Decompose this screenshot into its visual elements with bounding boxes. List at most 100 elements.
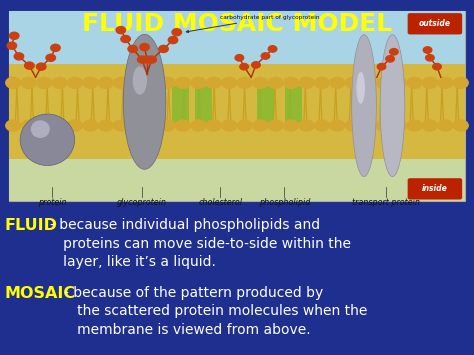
Bar bbox=[9, 159, 465, 201]
Text: phospholipid: phospholipid bbox=[259, 198, 310, 207]
Circle shape bbox=[99, 120, 113, 131]
Bar bbox=[9, 64, 465, 159]
Circle shape bbox=[438, 77, 453, 88]
Bar bbox=[172, 86, 189, 123]
Circle shape bbox=[423, 120, 438, 131]
Circle shape bbox=[268, 77, 283, 88]
Circle shape bbox=[315, 77, 329, 88]
Circle shape bbox=[252, 62, 260, 68]
Circle shape bbox=[52, 120, 67, 131]
Circle shape bbox=[145, 120, 159, 131]
Circle shape bbox=[222, 77, 237, 88]
Circle shape bbox=[83, 77, 98, 88]
Circle shape bbox=[207, 77, 221, 88]
Text: FLUID: FLUID bbox=[5, 218, 58, 233]
Circle shape bbox=[6, 120, 20, 131]
Circle shape bbox=[128, 45, 137, 53]
Circle shape bbox=[160, 77, 175, 88]
Circle shape bbox=[21, 77, 36, 88]
Circle shape bbox=[83, 120, 98, 131]
Circle shape bbox=[237, 120, 252, 131]
Circle shape bbox=[253, 120, 267, 131]
Circle shape bbox=[137, 56, 147, 63]
Ellipse shape bbox=[133, 66, 147, 95]
Bar bbox=[195, 86, 212, 123]
Circle shape bbox=[376, 77, 391, 88]
Circle shape bbox=[99, 77, 113, 88]
Circle shape bbox=[207, 120, 221, 131]
Circle shape bbox=[330, 77, 345, 88]
Circle shape bbox=[240, 64, 248, 70]
Circle shape bbox=[36, 77, 51, 88]
Circle shape bbox=[6, 77, 20, 88]
Circle shape bbox=[330, 120, 345, 131]
Circle shape bbox=[159, 45, 168, 53]
Circle shape bbox=[454, 77, 468, 88]
Ellipse shape bbox=[356, 72, 365, 104]
Text: protein: protein bbox=[38, 198, 66, 207]
Circle shape bbox=[140, 44, 149, 51]
Circle shape bbox=[346, 77, 360, 88]
Bar bbox=[257, 86, 274, 123]
Circle shape bbox=[191, 77, 206, 88]
Circle shape bbox=[315, 120, 329, 131]
Circle shape bbox=[121, 36, 130, 43]
Circle shape bbox=[299, 120, 314, 131]
Circle shape bbox=[235, 55, 244, 61]
FancyBboxPatch shape bbox=[408, 178, 462, 200]
Circle shape bbox=[283, 77, 298, 88]
Circle shape bbox=[172, 29, 182, 36]
Circle shape bbox=[9, 32, 19, 39]
Circle shape bbox=[129, 120, 144, 131]
Circle shape bbox=[191, 120, 206, 131]
Circle shape bbox=[283, 120, 298, 131]
Ellipse shape bbox=[352, 34, 376, 176]
Circle shape bbox=[237, 77, 252, 88]
Circle shape bbox=[147, 56, 156, 63]
Circle shape bbox=[68, 77, 82, 88]
Text: transport protein: transport protein bbox=[352, 198, 420, 207]
Circle shape bbox=[25, 62, 34, 69]
Ellipse shape bbox=[20, 114, 75, 165]
Circle shape bbox=[376, 120, 391, 131]
Circle shape bbox=[268, 120, 283, 131]
Circle shape bbox=[52, 77, 67, 88]
Circle shape bbox=[454, 120, 468, 131]
Circle shape bbox=[145, 77, 159, 88]
Text: cholesterol: cholesterol bbox=[199, 198, 242, 207]
Circle shape bbox=[361, 77, 375, 88]
Text: outside: outside bbox=[419, 19, 451, 28]
Circle shape bbox=[14, 53, 24, 60]
Text: - because of the pattern produced by
   the scattered protein molecules when the: - because of the pattern produced by the… bbox=[64, 286, 367, 337]
Circle shape bbox=[299, 77, 314, 88]
Circle shape bbox=[160, 120, 175, 131]
Circle shape bbox=[390, 49, 398, 55]
Circle shape bbox=[423, 47, 432, 53]
Circle shape bbox=[46, 54, 55, 61]
Bar bbox=[285, 86, 302, 123]
Circle shape bbox=[386, 56, 394, 62]
Circle shape bbox=[36, 63, 46, 70]
Circle shape bbox=[407, 77, 422, 88]
Ellipse shape bbox=[380, 34, 405, 176]
Text: glycoprotein: glycoprotein bbox=[117, 198, 167, 207]
Circle shape bbox=[51, 44, 60, 51]
Circle shape bbox=[426, 55, 434, 61]
Circle shape bbox=[438, 120, 453, 131]
Circle shape bbox=[222, 120, 237, 131]
Circle shape bbox=[116, 27, 126, 34]
Ellipse shape bbox=[31, 120, 50, 138]
Circle shape bbox=[253, 77, 267, 88]
Circle shape bbox=[68, 120, 82, 131]
Circle shape bbox=[346, 120, 360, 131]
FancyBboxPatch shape bbox=[408, 13, 462, 34]
Bar bbox=[9, 11, 465, 109]
Circle shape bbox=[114, 120, 128, 131]
Circle shape bbox=[114, 77, 128, 88]
Ellipse shape bbox=[123, 34, 166, 169]
Circle shape bbox=[423, 77, 438, 88]
Circle shape bbox=[261, 53, 270, 59]
Circle shape bbox=[392, 77, 406, 88]
Circle shape bbox=[176, 77, 191, 88]
Bar bbox=[9, 11, 465, 201]
